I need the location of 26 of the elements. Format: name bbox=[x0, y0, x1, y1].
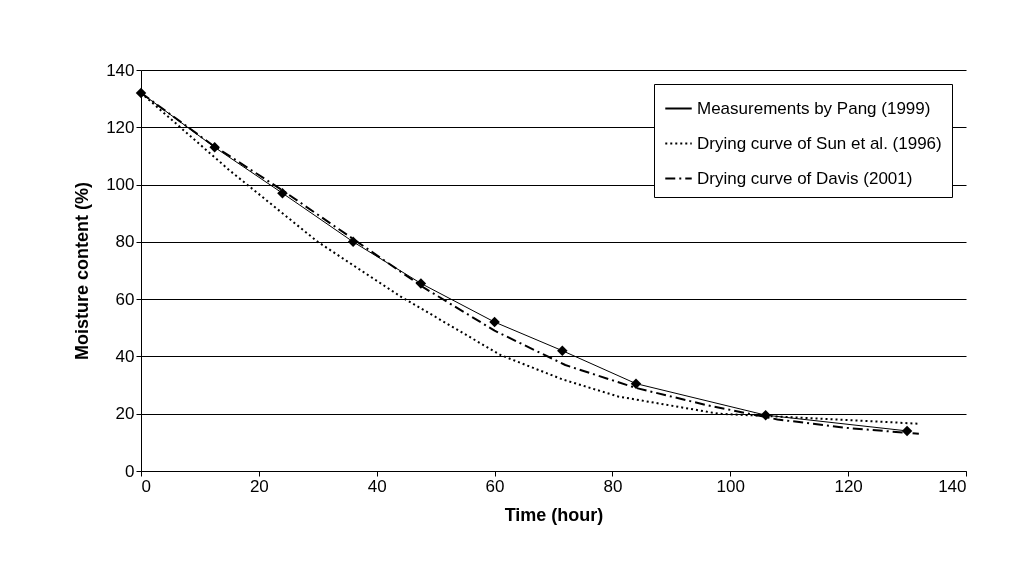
y-tick-label: 100 bbox=[106, 175, 135, 195]
legend-label: Drying curve of Davis (2001) bbox=[697, 168, 913, 188]
point bbox=[630, 378, 642, 389]
x-axis-title: Time (hour) bbox=[504, 504, 604, 525]
y-axis-title: Moisture content (%) bbox=[72, 182, 93, 360]
y-tick-label: 60 bbox=[115, 289, 135, 309]
point bbox=[557, 345, 568, 356]
y-tick-label: 140 bbox=[106, 60, 135, 80]
y-tick-label: 20 bbox=[115, 404, 135, 424]
x-tick-label: 140 bbox=[938, 476, 967, 496]
x-tick-label: 120 bbox=[834, 476, 863, 496]
x-tick-label: 80 bbox=[603, 476, 623, 496]
x-tick-label: 40 bbox=[367, 476, 387, 496]
y-tick-label: 80 bbox=[115, 232, 135, 252]
y-tick-label: 0 bbox=[125, 461, 135, 481]
x-tick-label: 20 bbox=[249, 476, 269, 496]
legend-label: Measurements by Pang (1999) bbox=[697, 98, 931, 118]
point bbox=[135, 87, 147, 99]
y-tick-label: 120 bbox=[106, 117, 135, 137]
x-tick-label: 0 bbox=[141, 476, 151, 496]
point bbox=[901, 425, 913, 437]
point bbox=[489, 316, 500, 328]
x-tick-label: 100 bbox=[716, 476, 745, 496]
legend-label: Drying curve of Sun et al. (1996) bbox=[697, 133, 942, 153]
x-tick-label: 60 bbox=[485, 476, 505, 496]
y-tick-label: 40 bbox=[115, 346, 135, 366]
